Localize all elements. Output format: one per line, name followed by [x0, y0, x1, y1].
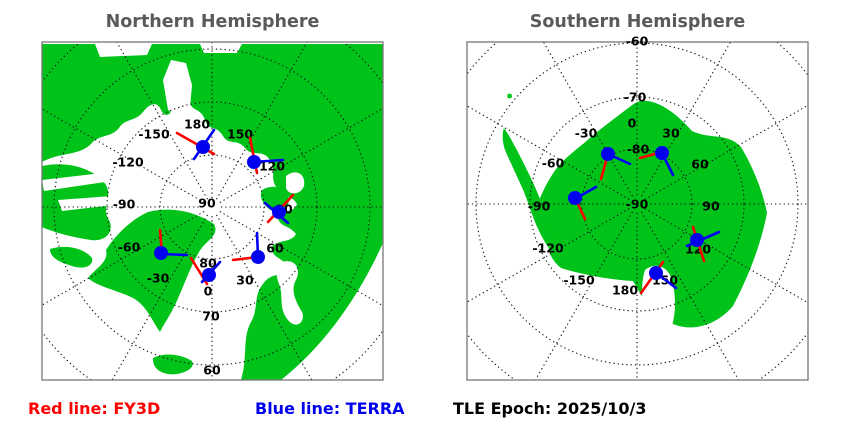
north-graticule-label: 150	[227, 127, 253, 142]
south-graticule-label: 90	[702, 199, 720, 214]
satellite-position-dot	[649, 266, 663, 280]
south-latitude-circle	[475, 42, 799, 366]
north-graticule-label: 90	[198, 196, 216, 211]
south-graticule-label: -120	[532, 241, 564, 256]
north-meridian-line	[219, 107, 383, 203]
north-graticule-label: -150	[138, 127, 170, 142]
south-graticule-label: -90	[626, 197, 649, 212]
north-meridian-line	[116, 42, 208, 200]
north-graticule-label: -90	[113, 197, 136, 212]
north-meridian-line	[111, 214, 208, 380]
south-meridian-line	[641, 211, 740, 380]
south-meridian-line	[542, 42, 633, 197]
north-meridian-line	[42, 108, 205, 203]
north-graticule-label: 80	[199, 256, 217, 271]
satellite-position-dot	[154, 246, 168, 260]
north-landmass	[152, 354, 193, 375]
south-landmass	[507, 93, 512, 99]
satellite-position-dot	[196, 140, 210, 154]
north-meridian-line	[216, 42, 308, 200]
north-graticule-label: -60	[118, 240, 141, 255]
north-sea-inlet	[276, 261, 303, 325]
south-map-frame	[466, 41, 809, 381]
satellite-position-dot	[568, 191, 582, 205]
south-meridian-line	[644, 208, 808, 304]
north-sea-inlet	[286, 172, 305, 194]
north-graticule-label: -120	[112, 155, 144, 170]
north-graticule-label: 60	[203, 363, 221, 378]
north-meridian-line	[219, 211, 383, 307]
north-graticule-label: 0	[204, 284, 213, 299]
south-hemisphere-map: -60-70-80-90030-3060-6090-90120-120150-1…	[466, 34, 809, 381]
north-landmass	[42, 44, 383, 380]
north-latitude-circle	[106, 101, 318, 313]
north-meridian-line	[42, 211, 205, 306]
south-map-title: Southern Hemisphere	[529, 12, 746, 32]
south-graticule-label: -90	[528, 199, 551, 214]
south-meridian-line	[644, 104, 808, 200]
north-landmass	[88, 209, 216, 332]
north-landmass	[260, 131, 277, 146]
north-sea-inlet	[163, 60, 192, 117]
south-meridian-line	[534, 211, 633, 380]
south-graticule-label: -70	[624, 90, 647, 105]
south-graticule-label: -80	[627, 142, 650, 157]
legend-blue-line-terra: Blue line: TERRA	[255, 399, 405, 418]
north-sea-inlet	[42, 173, 105, 191]
north-graticule-label: 180	[184, 117, 210, 132]
south-graticule-label: 30	[662, 126, 680, 141]
north-latitude-circle	[53, 48, 371, 366]
legend-red-line-fy3d: Red line: FY3D	[28, 399, 161, 418]
north-sea-inlet	[58, 196, 114, 211]
satellite-position-dot	[247, 155, 261, 169]
south-graticule-label: -60	[626, 34, 649, 49]
south-latitude-circle	[529, 96, 745, 312]
north-graticule-label: -30	[147, 271, 170, 286]
north-graticule-label: 70	[202, 309, 220, 324]
north-graticule-label: 30	[236, 273, 254, 288]
north-map-title: Northern Hemisphere	[105, 12, 320, 32]
north-graticule-label: 60	[266, 241, 284, 256]
south-meridian-line	[641, 42, 732, 197]
satellite-position-dot	[202, 268, 216, 282]
south-meridian-line	[467, 208, 630, 303]
satellite-position-dot	[690, 233, 704, 247]
satellite-position-dot	[251, 250, 265, 264]
satellite-position-dot	[655, 146, 669, 160]
north-landmass	[50, 246, 93, 268]
legend-tle-epoch: TLE Epoch: 2025/10/3	[453, 399, 647, 418]
south-graticule-label: -30	[575, 126, 598, 141]
north-sea-inlet	[95, 44, 152, 57]
south-graticule-label: 180	[612, 283, 638, 298]
south-landmass	[502, 128, 559, 248]
north-map-frame	[41, 41, 384, 381]
north-hemisphere-map: 180-150150-120120-909090-6060-3030080706…	[41, 41, 384, 381]
south-latitude-circle	[581, 148, 693, 260]
south-meridian-line	[467, 105, 630, 200]
satellite-position-dot	[272, 205, 286, 219]
south-graticule-label: 60	[691, 157, 709, 172]
satellite-position-dot	[601, 147, 615, 161]
south-graticule-label: -150	[563, 273, 595, 288]
south-landmass	[540, 100, 767, 328]
north-meridian-line	[216, 214, 313, 380]
north-sea-inlet	[200, 44, 242, 53]
south-graticule-label: 0	[628, 116, 637, 131]
south-graticule-label: -60	[542, 156, 565, 171]
